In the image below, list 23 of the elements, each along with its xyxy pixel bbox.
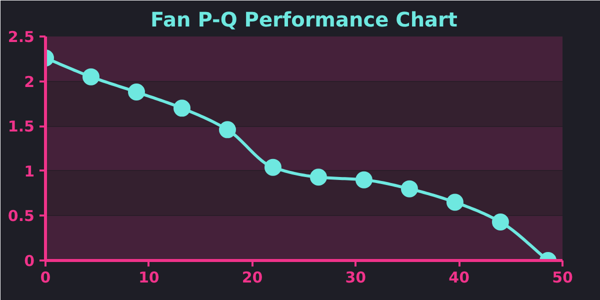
y-tick-label: 0.5	[8, 207, 35, 226]
chart-title: Fan P-Q Performance Chart	[150, 8, 458, 32]
point	[310, 168, 327, 186]
point	[355, 171, 372, 188]
point	[264, 158, 282, 176]
point	[82, 68, 100, 86]
y-tick-label: 2	[24, 72, 34, 91]
x-tick-label: 10	[138, 268, 160, 286]
x-tick-label: 30	[345, 268, 366, 286]
point	[218, 121, 236, 138]
point	[400, 180, 418, 198]
point	[446, 194, 464, 211]
x-tick-label: 0	[40, 268, 51, 286]
x-tick-label: 50	[552, 268, 573, 286]
y-tick-label: 2.5	[8, 28, 35, 46]
point	[492, 213, 509, 230]
point	[173, 100, 190, 117]
y-tick-label: 0	[24, 252, 34, 270]
x-tick-label: 40	[448, 268, 470, 286]
y-tick-label: 1.5	[8, 118, 35, 136]
y-tick-label: 1	[24, 162, 34, 180]
x-tick-label: 20	[242, 268, 263, 286]
point	[128, 84, 145, 101]
